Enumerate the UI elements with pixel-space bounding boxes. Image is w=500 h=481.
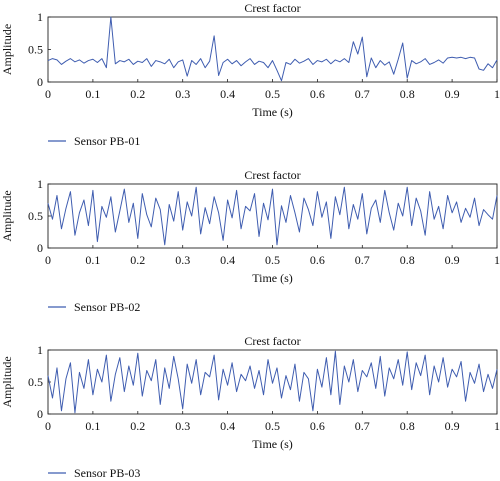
x-tick-label: 0.6 xyxy=(310,87,325,101)
x-tick-label: 0.4 xyxy=(220,253,235,267)
x-tick-label: 0.1 xyxy=(85,87,100,101)
chart-title: Crest factor xyxy=(244,1,300,15)
y-axis-label: Amplitude xyxy=(0,24,14,75)
x-tick-label: 0.6 xyxy=(310,253,325,267)
y-tick-label: 0.5 xyxy=(28,43,43,57)
x-tick-label: 0.5 xyxy=(265,87,280,101)
chart-panel-2: Crest factor Amplitude Time (s) 0 0.1 0.2 0.3 0… xyxy=(0,168,500,314)
x-tick-label: 0.7 xyxy=(355,419,370,433)
x-tick-label: 0.2 xyxy=(130,419,145,433)
x-axis-label: Time (s) xyxy=(252,437,293,451)
x-tick-label: 1 xyxy=(494,87,500,101)
x-tick-label: 0.8 xyxy=(400,87,415,101)
x-tick-label: 1 xyxy=(494,253,500,267)
x-tick-label: 0.3 xyxy=(175,253,190,267)
legend-label: Sensor PB-03 xyxy=(74,466,140,480)
x-tick-label: 0.7 xyxy=(355,253,370,267)
x-tick-label: 0.2 xyxy=(130,87,145,101)
y-tick-label: 1 xyxy=(37,10,43,24)
y-tick-label: 0 xyxy=(37,241,43,255)
x-tick-label: 0.8 xyxy=(400,419,415,433)
x-axis-label: Time (s) xyxy=(252,105,293,119)
y-tick-label: 1 xyxy=(37,177,43,191)
y-axis-label: Amplitude xyxy=(0,356,14,407)
x-tick-label: 0.9 xyxy=(445,253,460,267)
legend-label: Sensor PB-02 xyxy=(74,300,140,314)
chart-title: Crest factor xyxy=(244,334,300,348)
x-tick-label: 0.1 xyxy=(85,419,100,433)
x-tick-label: 0.5 xyxy=(265,419,280,433)
x-tick-label: 0.5 xyxy=(265,253,280,267)
x-tick-label: 0.2 xyxy=(130,253,145,267)
chart-title: Crest factor xyxy=(244,168,300,182)
y-tick-label: 0.5 xyxy=(28,209,43,223)
legend-label: Sensor PB-01 xyxy=(74,134,140,148)
series-line xyxy=(47,186,498,246)
chart-panel-3: Crest factor Amplitude Time (s) 0 0.1 0.2 0.3 0… xyxy=(0,334,500,480)
x-tick-label: 0.8 xyxy=(400,253,415,267)
y-tick-label: 0 xyxy=(37,407,43,421)
x-tick-label: 0 xyxy=(45,87,51,101)
x-tick-label: 0.4 xyxy=(220,419,235,433)
y-tick-label: 1 xyxy=(37,343,43,357)
x-tick-label: 1 xyxy=(494,419,500,433)
x-tick-label: 0 xyxy=(45,419,51,433)
x-tick-label: 0.1 xyxy=(85,253,100,267)
series-line xyxy=(47,350,498,414)
x-tick-label: 0.3 xyxy=(175,419,190,433)
x-tick-label: 0.6 xyxy=(310,419,325,433)
y-tick-label: 0.5 xyxy=(28,375,43,389)
x-tick-label: 0.9 xyxy=(445,419,460,433)
x-tick-label: 0.7 xyxy=(355,87,370,101)
y-tick-label: 0 xyxy=(37,75,43,89)
y-axis-label: Amplitude xyxy=(0,190,14,241)
chart-panel-1: Crest factor Amplitude Time (s) 0 0.1 0.2 0.3 0… xyxy=(0,1,500,148)
plot-frame xyxy=(47,16,498,83)
x-tick-label: 0.9 xyxy=(445,87,460,101)
x-axis-label: Time (s) xyxy=(252,271,293,285)
x-tick-label: 0 xyxy=(45,253,51,267)
x-tick-label: 0.3 xyxy=(175,87,190,101)
series-line xyxy=(47,16,498,82)
x-tick-label: 0.4 xyxy=(220,87,235,101)
